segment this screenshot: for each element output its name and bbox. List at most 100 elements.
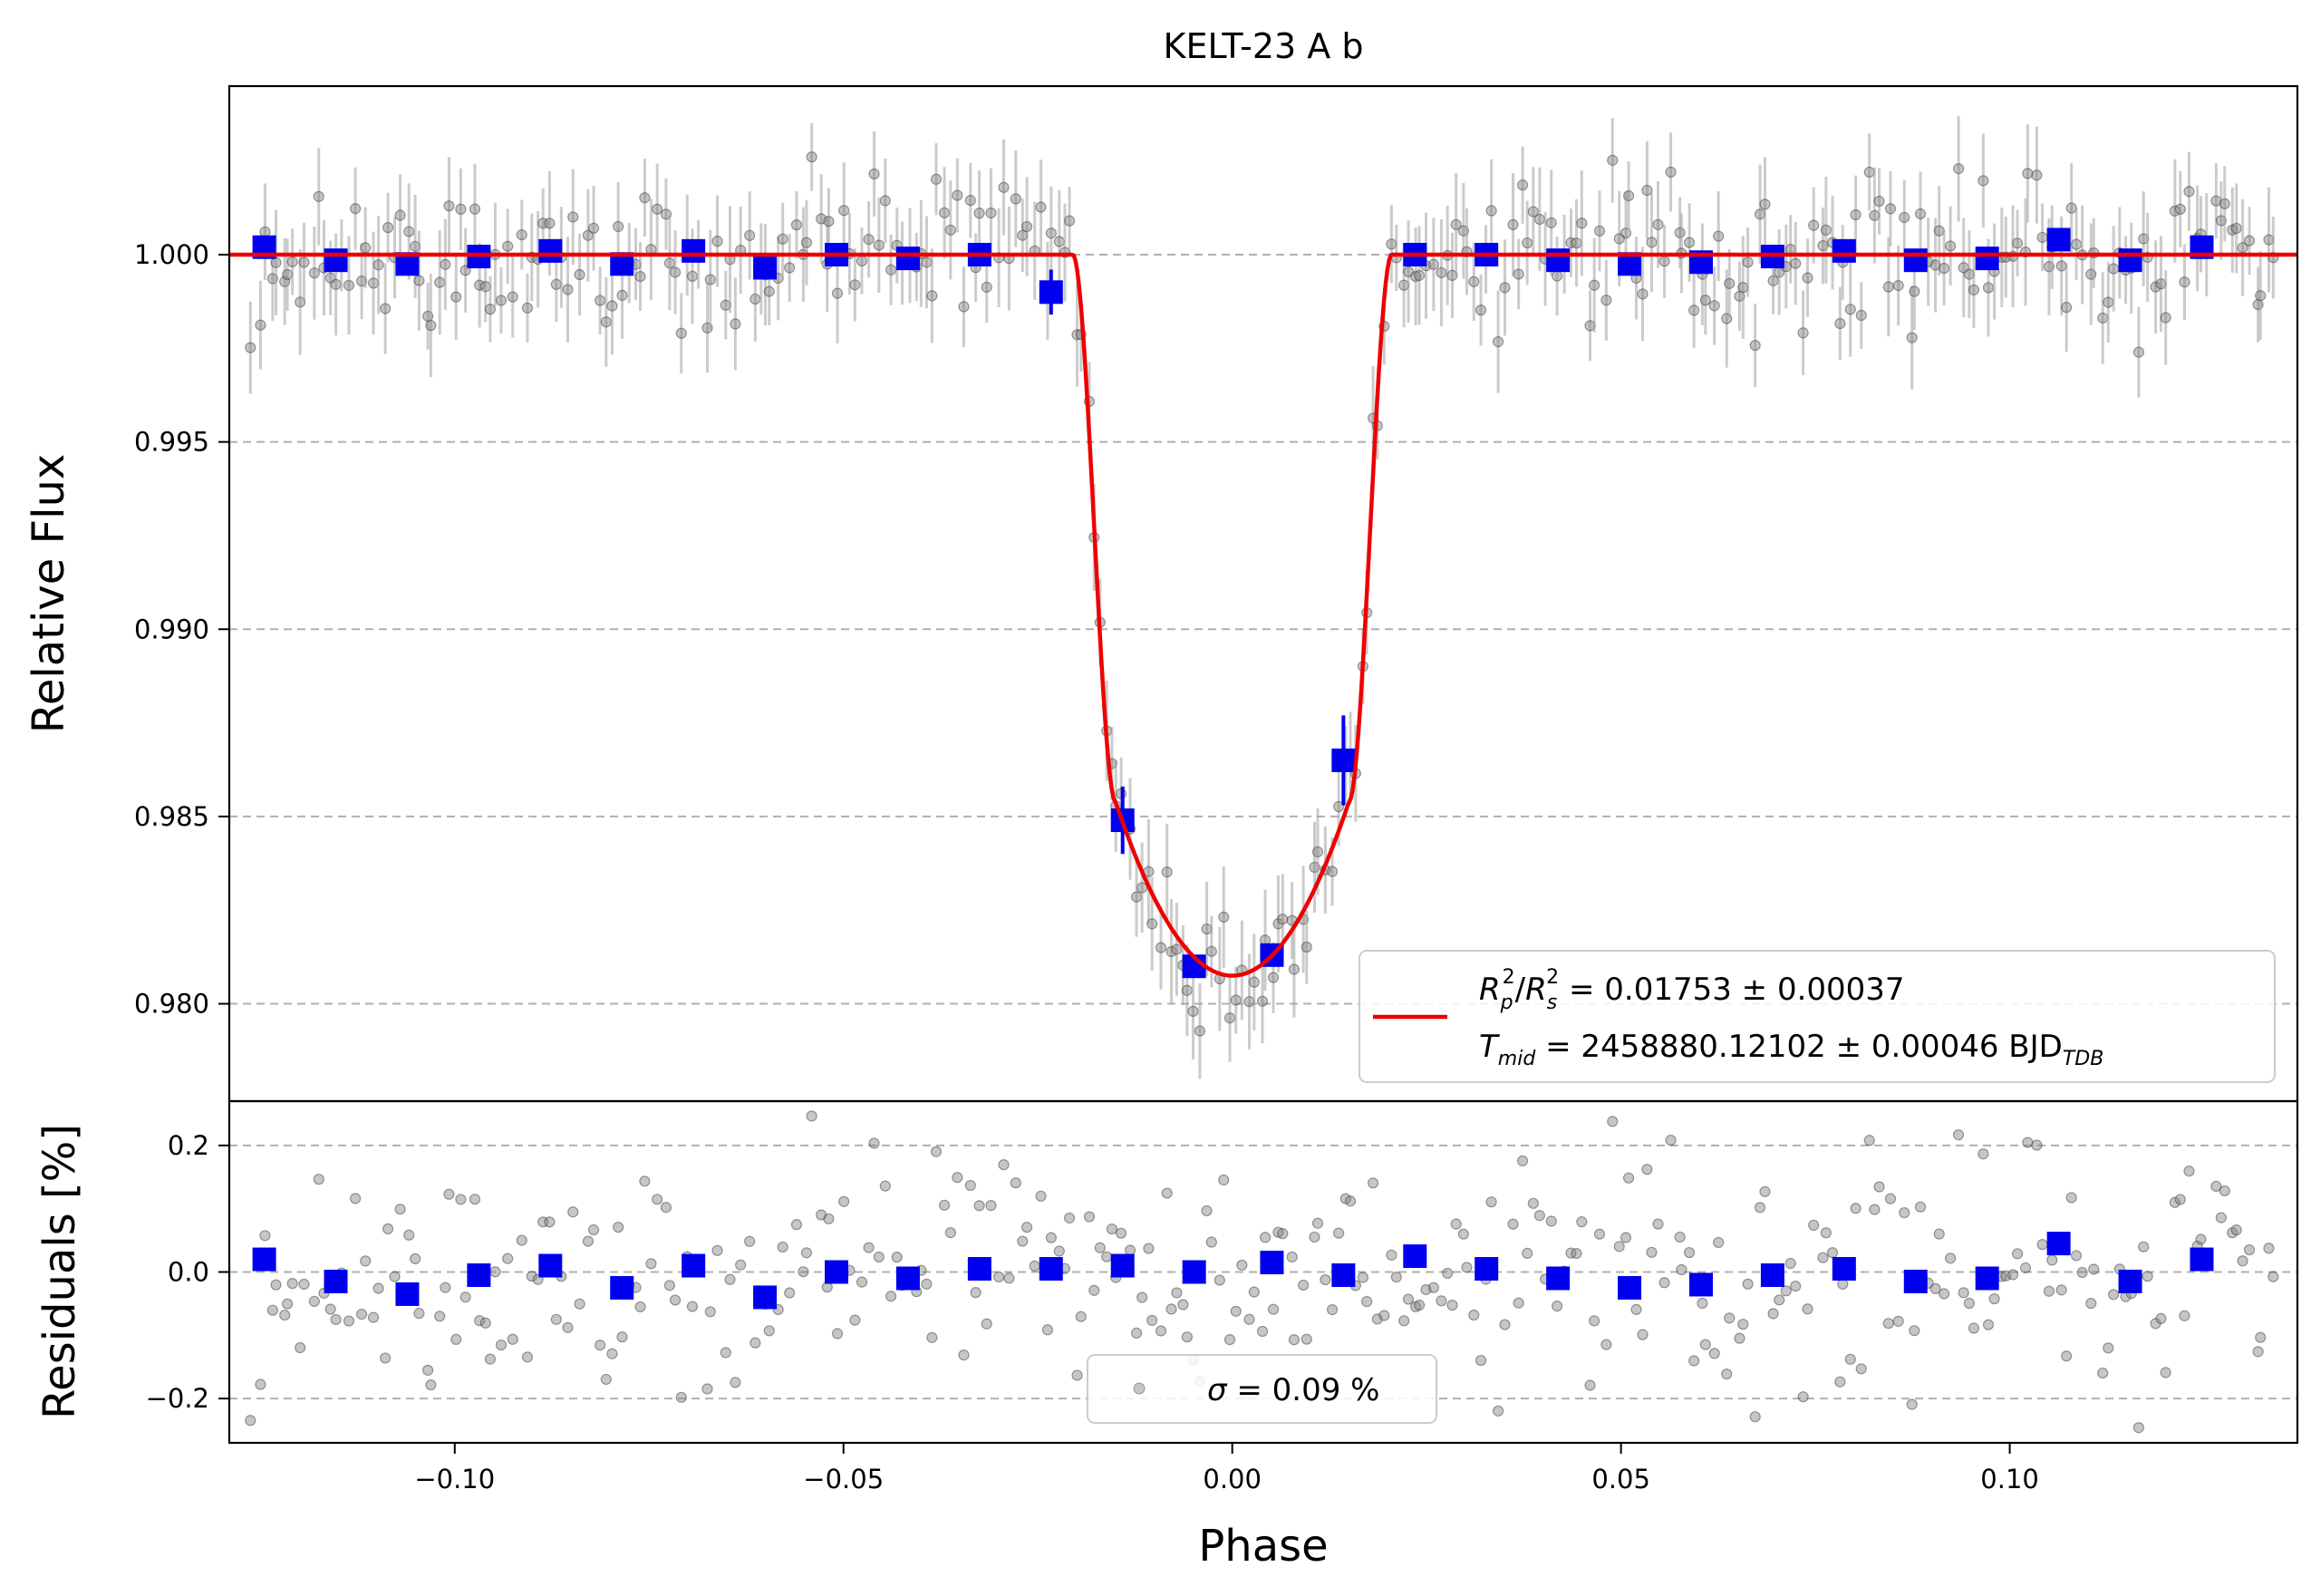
flux-raw-point: [1939, 262, 1950, 275]
flux-raw-point: [675, 327, 687, 339]
residuals-raw-point: [1802, 1303, 1813, 1315]
flux-raw-point: [255, 319, 266, 331]
residuals-raw-point: [1759, 1185, 1771, 1197]
residuals-raw-point: [526, 1271, 537, 1282]
x-axis-label: Phase: [1198, 1521, 1328, 1572]
flux-raw-point: [507, 291, 518, 303]
residuals-raw-point: [1402, 1293, 1415, 1305]
residuals-raw-point: [1248, 1286, 1260, 1298]
residuals-binned-point: [753, 1285, 778, 1310]
residuals-raw-point: [355, 1308, 368, 1320]
residuals-raw-point: [660, 1202, 672, 1214]
flux-raw-point: [567, 211, 579, 223]
residuals-raw-point: [634, 1301, 646, 1313]
residuals-raw-point: [1010, 1177, 1021, 1189]
residuals-raw-point: [806, 1110, 817, 1122]
residuals-raw-point: [1371, 1313, 1383, 1325]
residuals-raw-point: [245, 1415, 256, 1427]
flux-raw-point: [403, 226, 415, 237]
flux-raw-point: [1767, 275, 1779, 286]
residuals-raw-point: [434, 1311, 446, 1322]
flux-raw-point: [1533, 213, 1545, 226]
flux-raw-point: [1749, 339, 1761, 352]
flux-binned-point: [895, 247, 920, 271]
residuals-raw-point: [550, 1313, 562, 1325]
flux-raw-point: [350, 203, 362, 215]
residuals-raw-point: [1101, 1251, 1113, 1262]
flux-y-axis-label: Relative Flux: [24, 454, 74, 734]
flux-raw-point: [1641, 184, 1653, 197]
flux-raw-point: [998, 181, 1010, 193]
flux-raw-point: [868, 168, 880, 180]
residuals-raw-point: [1683, 1246, 1696, 1259]
flux-raw-point: [964, 195, 976, 207]
residuals-y-tick-label: −0.2: [146, 1383, 209, 1414]
flux-raw-point: [562, 284, 574, 295]
residuals-raw-point: [2132, 1422, 2145, 1434]
flux-raw-point: [382, 222, 394, 234]
residuals-raw-point: [1507, 1218, 1519, 1230]
flux-raw-point: [1492, 336, 1504, 348]
flux-binned-point: [1546, 248, 1571, 273]
flux-raw-point: [587, 222, 600, 234]
residuals-raw-point: [926, 1331, 938, 1343]
flux-binned-point: [538, 238, 563, 263]
x-ticks: −0.10 −0.05 0.00 0.05 0.10: [414, 1443, 2039, 1494]
residuals-raw-point: [1945, 1253, 1957, 1264]
residuals-raw-point: [567, 1206, 579, 1218]
flux-raw-point: [550, 278, 562, 290]
residuals-raw-point: [831, 1328, 844, 1340]
flux-raw-point: [800, 237, 813, 248]
flux-binned-point: [1832, 238, 1856, 263]
residuals-raw-point: [613, 1221, 624, 1233]
residuals-raw-point: [367, 1311, 380, 1323]
residuals-raw-point: [2006, 1269, 2019, 1281]
residuals-raw-point: [1155, 1325, 1167, 1337]
residuals-raw-point: [1286, 1251, 1298, 1263]
flux-raw-point: [455, 203, 467, 215]
residuals-raw-point: [594, 1340, 606, 1351]
flux-raw-point: [1652, 218, 1664, 230]
residuals-raw-point: [1780, 1285, 1792, 1297]
residuals-raw-point: [1177, 1299, 1189, 1311]
flux-raw-point: [1507, 218, 1519, 230]
x-tick-label: 0.10: [1980, 1464, 2039, 1494]
flux-raw-point: [544, 218, 556, 229]
residuals-raw-point: [582, 1235, 595, 1247]
flux-raw-point: [1171, 943, 1183, 955]
residuals-raw-point: [1699, 1339, 1711, 1350]
residuals-raw-point: [652, 1194, 663, 1205]
flux-binned-points: [252, 227, 2214, 979]
residuals-raw-point: [798, 1266, 809, 1278]
residuals-raw-point: [891, 1252, 903, 1263]
residuals-binned-point: [1975, 1266, 1999, 1291]
flux-raw-point: [1010, 193, 1021, 205]
flux-legend-entry-tmid: Tmid = 2458880.12102 ± 0.00046 BJDTDB: [1479, 1029, 2103, 1070]
flux-raw-point: [1742, 256, 1754, 268]
residuals-raw-point: [1083, 1211, 1096, 1223]
residuals-raw-point: [1320, 1273, 1331, 1286]
flux-raw-point: [1797, 327, 1809, 339]
flux-y-tick-label: 0.995: [134, 427, 209, 458]
flux-raw-point: [831, 287, 844, 299]
flux-raw-point: [616, 289, 628, 302]
residuals-raw-point: [1909, 1325, 1920, 1337]
flux-raw-point: [502, 240, 514, 252]
flux-raw-point: [1906, 332, 1918, 343]
residuals-raw-point: [1869, 1204, 1881, 1215]
flux-raw-point: [1130, 891, 1143, 903]
flux-raw-point: [1863, 166, 1875, 179]
flux-raw-point: [1552, 270, 1563, 282]
residuals-raw-point: [863, 1242, 875, 1253]
residuals-raw-point: [2138, 1241, 2150, 1253]
residuals-raw-point: [1622, 1172, 1635, 1184]
residuals-raw-point: [885, 1291, 897, 1302]
residuals-raw-point: [1218, 1174, 1230, 1186]
flux-raw-point: [652, 203, 663, 215]
residuals-raw-point: [279, 1309, 291, 1321]
residuals-raw-point: [2237, 1255, 2248, 1267]
residuals-raw-point: [669, 1294, 682, 1306]
flux-raw-point: [1593, 225, 1606, 237]
residuals-binned-point: [1182, 1260, 1206, 1284]
